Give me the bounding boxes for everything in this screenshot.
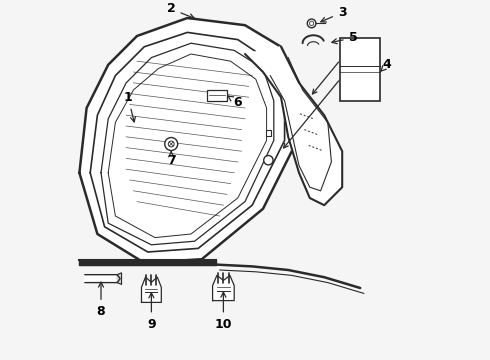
Polygon shape: [213, 275, 234, 301]
Text: 5: 5: [332, 31, 357, 44]
Polygon shape: [245, 47, 342, 205]
Circle shape: [168, 141, 174, 147]
Circle shape: [307, 19, 316, 28]
Bar: [266, 130, 271, 136]
Text: 1: 1: [123, 91, 135, 122]
Text: 4: 4: [380, 58, 392, 72]
Polygon shape: [101, 43, 274, 245]
Polygon shape: [79, 260, 216, 265]
Polygon shape: [85, 275, 120, 283]
Polygon shape: [108, 54, 267, 238]
Circle shape: [165, 138, 178, 150]
Text: 2: 2: [167, 3, 195, 19]
Bar: [207, 90, 227, 101]
Text: 3: 3: [321, 6, 346, 22]
Circle shape: [264, 156, 273, 165]
Text: 6: 6: [228, 96, 242, 109]
Text: 9: 9: [147, 293, 156, 330]
Text: 7: 7: [167, 151, 175, 167]
Bar: [341, 38, 380, 101]
Text: 10: 10: [215, 292, 232, 330]
Polygon shape: [117, 273, 122, 284]
Polygon shape: [90, 32, 285, 252]
Polygon shape: [142, 277, 161, 302]
Text: 8: 8: [97, 282, 105, 318]
Circle shape: [310, 21, 314, 26]
Polygon shape: [79, 18, 299, 263]
